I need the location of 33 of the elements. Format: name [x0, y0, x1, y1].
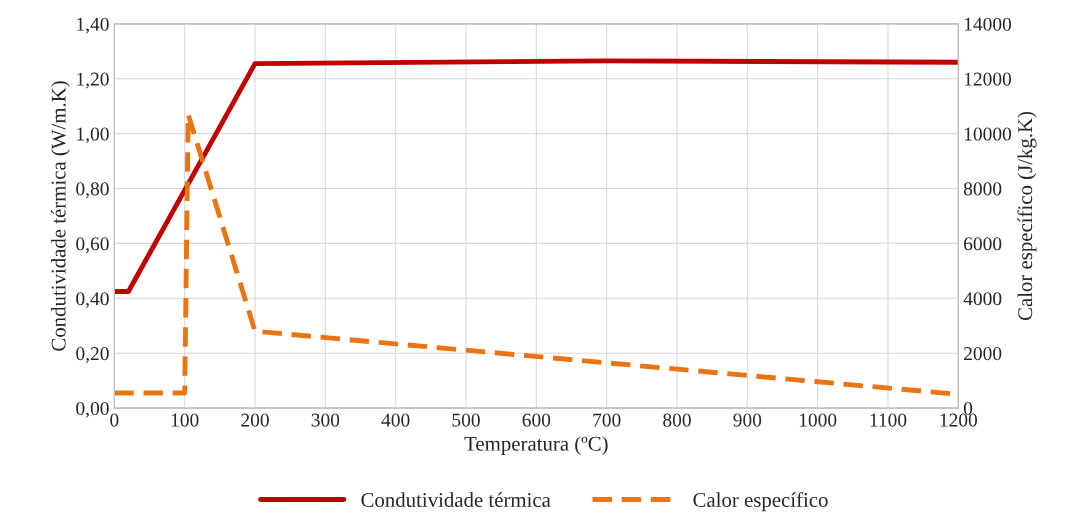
- y2-tick-label: 2000: [964, 347, 1002, 361]
- x-tick-label: 200: [241, 413, 269, 427]
- x-axis-title: Temperatura (ºC): [464, 436, 608, 456]
- y-tick-label: 0,60: [76, 237, 109, 254]
- x-tick-label: 0: [110, 413, 119, 427]
- y2-tick-label: 14000: [964, 17, 1012, 31]
- x-tick-label: 900: [733, 413, 762, 427]
- y-tick-label: 0,20: [76, 347, 109, 363]
- y-tick-label: 0,40: [76, 292, 109, 309]
- y2-tick-label: 4000: [963, 292, 1002, 306]
- y-axis-title: Condutividade térmica (W/m.K): [50, 81, 70, 351]
- x-tick-label: 400: [381, 413, 410, 427]
- y-tick-label: 0,80: [76, 182, 109, 199]
- y-tick-label: 1,00: [77, 127, 109, 144]
- line-series: [114, 58, 959, 294]
- x-tick-label: 1100: [870, 413, 907, 427]
- y-tick-label: 1,40: [77, 17, 109, 34]
- legend-label: Condutividade térmica: [361, 492, 551, 508]
- x-tick-label: 700: [593, 413, 621, 427]
- x-tick-label: 100: [171, 413, 199, 427]
- y2-tick-label: 6000: [964, 237, 1002, 251]
- y2-tick-label: 10000: [964, 127, 1012, 141]
- x-tick-label: 1000: [799, 413, 837, 427]
- y2-axis-title: Calor específico (J/kg.K): [1017, 111, 1037, 321]
- x-tick-label: 600: [522, 413, 551, 427]
- y-tick-label: 1,20: [77, 72, 109, 89]
- y-tick-label: 0,00: [76, 401, 109, 418]
- legend-label: Calor específico: [693, 492, 828, 512]
- x-tick-label: 300: [311, 413, 340, 427]
- x-tick-label: 500: [452, 413, 480, 427]
- x-tick-label: 800: [663, 413, 691, 427]
- y2-tick-label: 12000: [964, 72, 1012, 86]
- y2-tick-label: 8000: [963, 182, 1002, 196]
